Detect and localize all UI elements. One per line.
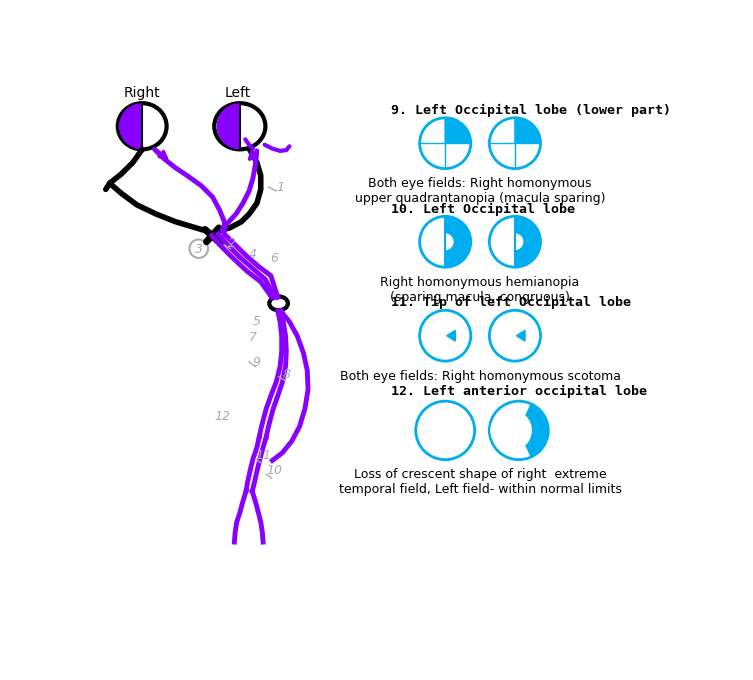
Circle shape <box>491 411 531 450</box>
Wedge shape <box>218 104 239 149</box>
Text: 9: 9 <box>253 356 261 369</box>
Text: 10. Left Occipital lobe: 10. Left Occipital lobe <box>391 203 575 216</box>
Polygon shape <box>517 330 525 341</box>
Text: 4: 4 <box>249 248 257 261</box>
Text: Right homonymous hemianopia
(sparing macula, congruous): Right homonymous hemianopia (sparing mac… <box>380 275 580 304</box>
Wedge shape <box>445 217 470 267</box>
Text: Loss of crescent shape of right  extreme
temporal field, Left field- within norm: Loss of crescent shape of right extreme … <box>339 468 621 496</box>
Circle shape <box>437 234 453 250</box>
Text: Right: Right <box>123 86 160 100</box>
Polygon shape <box>447 330 456 341</box>
Text: 9. Left Occipital lobe (lower part): 9. Left Occipital lobe (lower part) <box>391 104 671 117</box>
Wedge shape <box>515 217 540 267</box>
Text: 11: 11 <box>255 449 271 462</box>
Text: 11. Tip of left Occipital lobe: 11. Tip of left Occipital lobe <box>391 296 631 309</box>
Wedge shape <box>519 405 547 456</box>
Text: 7: 7 <box>249 330 257 344</box>
Text: 12: 12 <box>214 410 230 423</box>
Text: 10: 10 <box>266 464 282 477</box>
Text: Both eye fields: Right homonymous
upper quadrantanopia (macula sparing): Both eye fields: Right homonymous upper … <box>355 177 605 205</box>
Text: 8: 8 <box>282 368 291 381</box>
Wedge shape <box>515 118 540 143</box>
Text: 5: 5 <box>253 316 261 328</box>
Wedge shape <box>120 104 142 149</box>
Text: 6: 6 <box>270 252 279 265</box>
Text: 3: 3 <box>195 243 203 256</box>
Text: 2: 2 <box>228 237 236 250</box>
Text: 12. Left anterior occipital lobe: 12. Left anterior occipital lobe <box>391 385 647 398</box>
Wedge shape <box>445 118 470 143</box>
Text: Both eye fields: Right homonymous scotoma: Both eye fields: Right homonymous scotom… <box>340 370 620 383</box>
Text: Left: Left <box>224 86 251 100</box>
Circle shape <box>508 234 523 250</box>
Text: 1: 1 <box>276 181 284 194</box>
